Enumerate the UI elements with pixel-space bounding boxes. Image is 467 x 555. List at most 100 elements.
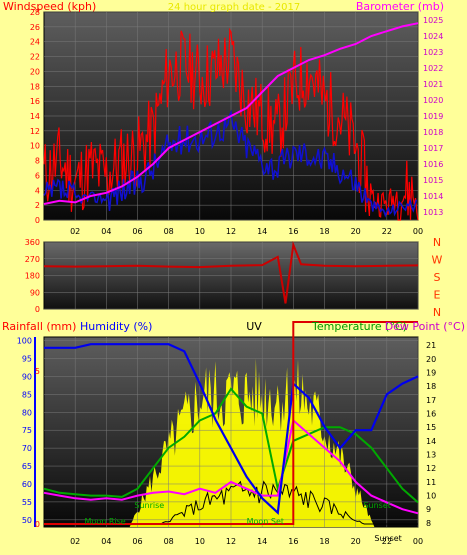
time-tick-label: 20 [351, 537, 361, 546]
time-tick-label: 10 [195, 537, 205, 546]
humidity-tick-label: 50 [22, 516, 32, 525]
dewpoint-series-line [43, 418, 419, 515]
windspeed-tick-label: 20 [30, 67, 40, 76]
time-tick-label: 02 [70, 537, 80, 546]
event-annotation: Sunset [363, 501, 390, 510]
wind-panel-grid [44, 11, 419, 221]
humidity-tick-label: 95 [22, 355, 32, 364]
humidity-tick-label: 70 [22, 444, 32, 453]
time-tick-label: 20 [351, 227, 361, 236]
rainfall-series-line [44, 321, 418, 525]
windspeed-tick-label: 2 [35, 201, 40, 210]
temperature-tick-label: 12 [426, 464, 436, 473]
temperature-tick-label: 19 [426, 369, 436, 378]
barometer-tick-label: 1018 [423, 128, 443, 137]
uv-fill [129, 358, 375, 527]
barometer-tick-label: 1023 [423, 48, 443, 57]
windspeed-tick-label: 0 [35, 216, 40, 225]
direction-panel-grid [44, 241, 419, 310]
barometer-tick-label: 1020 [423, 96, 443, 105]
time-tick-label: 18 [319, 227, 329, 236]
wind-panel-axes: 0246810121416182022242628101310141015101… [30, 8, 444, 236]
humidity-tick-label: 55 [22, 498, 32, 507]
humidity-tick-label: 60 [22, 480, 32, 489]
event-annotation: Sunrise [134, 501, 164, 510]
compass-label: W [432, 254, 443, 267]
event-annotation: Moon Set [247, 517, 284, 526]
humidity-tick-label: 80 [22, 408, 32, 417]
windspeed-tick-label: 16 [30, 97, 40, 106]
humidity-tick-label: 85 [22, 390, 32, 399]
uv-axis-title: UV [246, 320, 262, 333]
temperature-tick-label: 13 [426, 451, 436, 460]
humidity-tick-label: 90 [22, 372, 32, 381]
temp-panel-grid [44, 337, 419, 527]
wind-panel-series [43, 22, 419, 221]
event-annotation: Sunset [374, 534, 401, 543]
temperature-tick-label: 8 [426, 519, 431, 528]
time-tick-label: 08 [164, 537, 174, 546]
barometer-tick-label: 1015 [423, 176, 443, 185]
barometer-tick-label: 1016 [423, 160, 443, 169]
windspeed-tick-label: 6 [35, 171, 40, 180]
temperature-tick-label: 15 [426, 423, 436, 432]
average-wind-series-line [43, 109, 418, 218]
compass-label: N [433, 236, 441, 249]
direction-tick-label: 0 [35, 305, 40, 314]
windspeed-tick-label: 18 [30, 82, 40, 91]
time-tick-label: 06 [132, 227, 142, 236]
humidity-series-line [44, 343, 419, 515]
dewpoint-axis-title: Dew Point (°C) [385, 320, 465, 333]
barometer-tick-label: 1021 [423, 80, 443, 89]
time-tick-label: 02 [70, 227, 80, 236]
windspeed-tick-label: 12 [30, 127, 40, 136]
time-tick-label: 16 [288, 227, 298, 236]
chart-date-title: 24 hour graph date - 2017 [168, 2, 300, 13]
time-tick-label: 04 [101, 537, 111, 546]
compass-label: N [433, 306, 441, 319]
temperature-tick-label: 11 [426, 478, 436, 487]
humidity-tick-label: 100 [17, 337, 32, 346]
barometer-tick-label: 1025 [423, 16, 443, 25]
temperature-tick-label: 9 [426, 505, 431, 514]
direction-tick-label: 90 [30, 288, 40, 297]
windspeed-series-line [43, 27, 419, 221]
temperature-tick-label: 20 [426, 355, 436, 364]
barometer-series-line [43, 22, 419, 205]
windspeed-axis-title: Windspeed (kph) [3, 0, 96, 13]
windspeed-tick-label: 8 [35, 157, 40, 166]
rainfall-axis-title: Rainfall (mm) [2, 320, 76, 333]
temp-panel-axes: 5055606570758085909510005891011121314151… [17, 337, 436, 546]
windspeed-tick-label: 22 [30, 53, 40, 62]
time-tick-label: 16 [288, 537, 298, 546]
windspeed-tick-label: 10 [30, 142, 40, 151]
temperature-tick-label: 21 [426, 341, 436, 350]
barometer-tick-label: 1017 [423, 144, 443, 153]
event-annotation: Moon Rise [85, 517, 126, 526]
compass-label: S [434, 271, 441, 284]
temperature-axis-title: Temperature (°C) [311, 320, 407, 333]
temperature-tick-label: 14 [426, 437, 436, 446]
windspeed-tick-label: 24 [30, 38, 40, 47]
time-tick-label: 12 [226, 537, 236, 546]
wind-direction-series-line [43, 240, 419, 304]
time-tick-label: 08 [164, 227, 174, 236]
temperature-tick-label: 17 [426, 396, 436, 405]
humidity-tick-label: 65 [22, 462, 32, 471]
windspeed-tick-label: 26 [30, 23, 40, 32]
direction-tick-label: 270 [25, 255, 40, 264]
barometer-tick-label: 1022 [423, 64, 443, 73]
humidity-tick-label: 75 [22, 426, 32, 435]
temperature-tick-label: 18 [426, 382, 436, 391]
time-tick-label: 06 [132, 537, 142, 546]
time-tick-label: 04 [101, 227, 111, 236]
barometer-tick-label: 1014 [423, 192, 443, 201]
rainfall-tick-label: 0 [35, 520, 40, 529]
time-tick-label: 18 [319, 537, 329, 546]
windspeed-tick-label: 14 [30, 112, 40, 121]
barometer-tick-label: 1013 [423, 208, 443, 217]
windspeed-tick-label: 28 [30, 8, 40, 17]
barometer-axis-title: Barometer (mb) [356, 0, 444, 13]
